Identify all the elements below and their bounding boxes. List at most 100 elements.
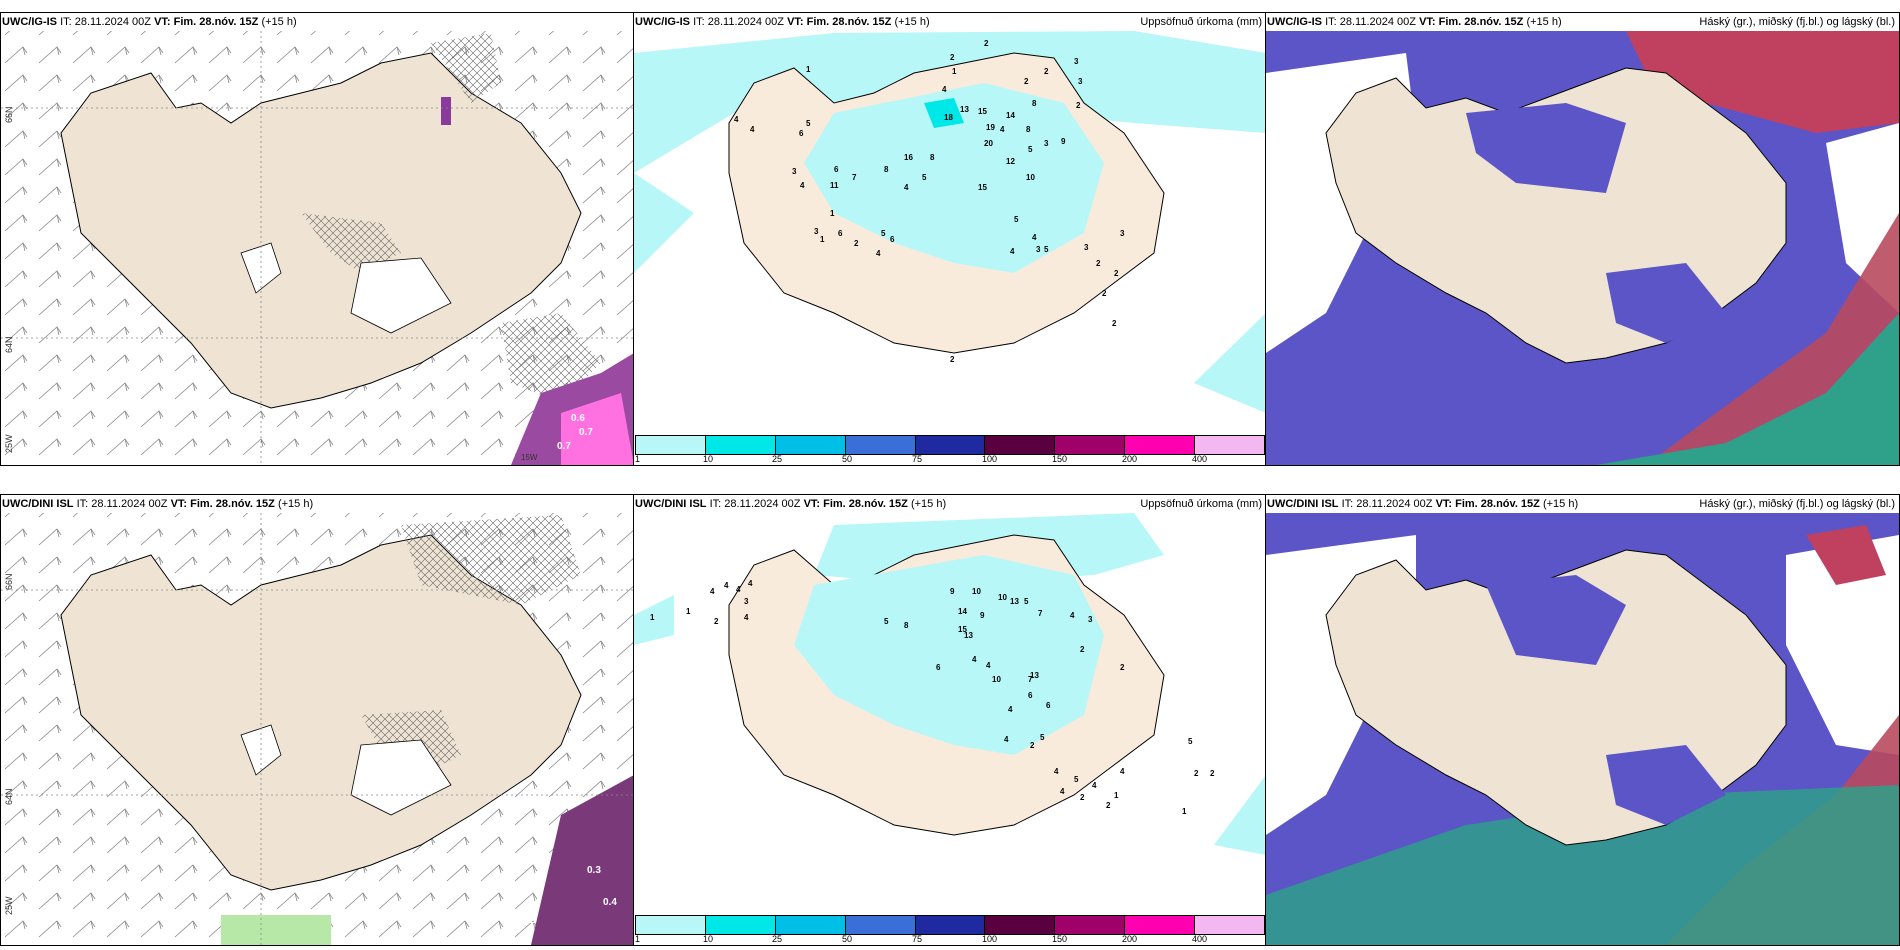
field-title: Háský (gr.), miðský (fj.bl.) og lágský (… — [1699, 16, 1895, 28]
precip-value: 3 — [1074, 57, 1079, 66]
precip-value: 4 — [1070, 611, 1075, 620]
cloud-map — [1266, 31, 1899, 465]
precip-value: 4 — [1054, 767, 1059, 776]
precip-value: 10 — [1026, 173, 1035, 182]
precip-value: 2 — [1112, 319, 1117, 328]
precip-value: 2 — [1080, 793, 1085, 802]
precip-value: 4 — [972, 655, 977, 664]
precip-value: 8 — [930, 153, 935, 162]
precip-value: 4 — [710, 587, 715, 596]
precip-value: 6 — [890, 235, 895, 244]
map-panel-precip-igis: UWC/IG-IS IT: 28.11.2024 00Z VT: Fim. 28… — [633, 12, 1267, 466]
precip-value: 4 — [1060, 787, 1065, 796]
field-title: Uppsöfnuð úrkoma (mm) — [1140, 16, 1262, 28]
valid-time: Fim. 28.nóv. 15Z — [173, 16, 259, 28]
precip-value: 2 — [984, 39, 989, 48]
precip-value: 2 — [854, 239, 859, 248]
precip-value: 4 — [750, 125, 755, 134]
precip-value: 5 — [1044, 245, 1049, 254]
precip-map — [634, 513, 1266, 855]
precip-value: 2 — [1114, 269, 1119, 278]
precip-value: 14 — [1006, 111, 1015, 120]
panel-header: UWC/DINI ISL IT: 28.11.2024 00Z VT: Fim.… — [1267, 498, 1895, 510]
colorbar-labels: 1 10 25 50 75 100 150 200 400 — [635, 454, 1208, 464]
precip-value: 11 — [830, 181, 839, 190]
precip-value: 9 — [1061, 137, 1066, 146]
precip-value: 1 — [830, 209, 835, 218]
precip-value: 18 — [944, 113, 953, 122]
precip-value: 4 — [1004, 735, 1009, 744]
precip-value: 4 — [1120, 767, 1125, 776]
precip-value: 2 — [1080, 645, 1085, 654]
field-title: Háský (gr.), miðský (fj.bl.) og lágský (… — [1699, 498, 1895, 510]
precip-value: 7 — [852, 173, 857, 182]
precip-value: 5 — [881, 229, 886, 238]
precip-value: 10 — [992, 675, 1001, 684]
precip-value: 3 — [814, 227, 819, 236]
precip-value: 2 — [1024, 77, 1029, 86]
wind-map — [1, 513, 634, 945]
precip-value: 4 — [986, 661, 991, 670]
lead-time: (+15 h) — [261, 16, 297, 28]
wind-map — [1, 31, 634, 465]
precip-value: 3 — [1120, 229, 1125, 238]
precip-value: 2 — [1102, 289, 1107, 298]
precip-value: 1 — [650, 613, 655, 622]
panel-header: UWC/DINI ISL IT: 28.11.2024 00Z VT: Fim.… — [635, 498, 1262, 510]
precip-value: 6 — [1046, 701, 1051, 710]
panel-header: UWC/DINI ISL IT: 28.11.2024 00Z VT: Fim.… — [2, 498, 314, 510]
precip-value: 1 — [686, 607, 691, 616]
precip-value: 3 — [744, 597, 749, 606]
precip-value: 3 — [1088, 615, 1093, 624]
precip-value: 16 — [904, 153, 913, 162]
precip-value: 4 — [942, 85, 947, 94]
precip-value: 4 — [1010, 247, 1015, 256]
precip-value: 1 — [806, 65, 811, 74]
precip-value: 4 — [724, 581, 729, 590]
precip-value: 9 — [950, 587, 955, 596]
precip-value: 5 — [922, 173, 927, 182]
precip-value: 13 — [1030, 671, 1039, 680]
precip-value: 6 — [1028, 691, 1033, 700]
precip-value: 4 — [1008, 705, 1013, 714]
precip-value: 2 — [950, 53, 955, 62]
panel-header: UWC/IG-IS IT: 28.11.2024 00Z VT: Fim. 28… — [2, 16, 297, 28]
precip-value: 5 — [1074, 775, 1079, 784]
precip-value: 5 — [1040, 733, 1045, 742]
precip-value: 4 — [736, 585, 741, 594]
precip-value: 3 — [1036, 245, 1041, 254]
precip-value: 5 — [884, 617, 889, 626]
panel-header: UWC/IG-IS IT: 28.11.2024 00Z VT: Fim. 28… — [1267, 16, 1895, 28]
precip-value: 6 — [838, 229, 843, 238]
precip-value: 12 — [1006, 157, 1015, 166]
precip-colorbar — [635, 915, 1265, 935]
precip-value: 5 — [1188, 737, 1193, 746]
precip-value: 7 — [1028, 675, 1033, 684]
precip-value: 6 — [799, 129, 804, 138]
panel-header: UWC/IG-IS IT: 28.11.2024 00Z VT: Fim. 28… — [635, 16, 1262, 28]
precip-value: 10 — [998, 593, 1007, 602]
map-panel-clouds-igis: UWC/IG-IS IT: 28.11.2024 00Z VT: Fim. 28… — [1265, 12, 1900, 466]
precip-value: 7 — [1038, 609, 1043, 618]
precip-value: 5 — [1028, 145, 1033, 154]
precip-value: 20 — [984, 139, 993, 148]
precip-value: 5 — [806, 119, 811, 128]
colorbar-labels: 1 10 25 50 75 100 150 200 400 — [635, 934, 1208, 944]
precip-value: 2 — [714, 617, 719, 626]
precip-value: 15 — [978, 107, 987, 116]
precip-value: 2 — [1030, 741, 1035, 750]
graticule — [1, 31, 634, 465]
precip-value: 2 — [1210, 769, 1215, 778]
precip-value: 6 — [936, 663, 941, 672]
precip-value: 8 — [1026, 125, 1031, 134]
precip-value: 4 — [800, 181, 805, 190]
precip-value: 3 — [1044, 139, 1049, 148]
precip-spot — [441, 97, 451, 125]
precip-value: 2 — [950, 355, 955, 364]
precip-value: 13 — [960, 105, 969, 114]
field-title: Uppsöfnuð úrkoma (mm) — [1140, 498, 1262, 510]
precip-value: 3 — [1078, 77, 1083, 86]
precip-value: 5 — [1014, 215, 1019, 224]
map-panel-precip-dini: UWC/DINI ISL IT: 28.11.2024 00Z VT: Fim.… — [633, 494, 1267, 946]
precip-value: 15 — [978, 183, 987, 192]
